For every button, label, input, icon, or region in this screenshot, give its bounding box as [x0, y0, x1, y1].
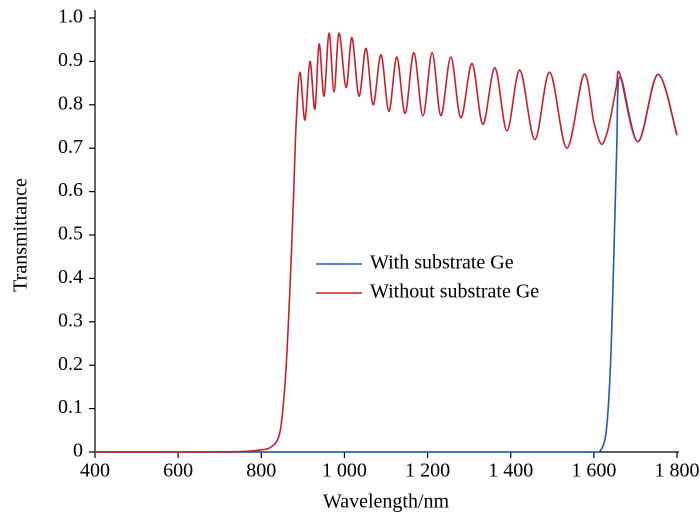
- legend-label: With substrate Ge: [370, 252, 514, 274]
- y-tick-label: 0.3: [58, 309, 83, 331]
- x-tick-label: 1 800: [655, 460, 700, 482]
- x-axis-label: Wavelength/nm: [323, 491, 450, 513]
- y-tick-label: 0.8: [58, 92, 83, 114]
- series-line: [95, 73, 678, 453]
- x-tick-label: 1 200: [405, 460, 450, 482]
- y-tick-label: 0.9: [58, 49, 83, 71]
- x-tick-label: 1 400: [488, 460, 533, 482]
- x-tick-label: 1 600: [571, 460, 616, 482]
- y-tick-label: 0.7: [58, 136, 83, 158]
- y-tick-label: 0: [73, 440, 83, 462]
- series-line: [95, 32, 678, 453]
- plot-area: [95, 32, 678, 453]
- y-tick-label: 0.1: [58, 396, 83, 418]
- x-tick-label: 1 000: [322, 460, 367, 482]
- legend-label: Without substrate Ge: [370, 281, 539, 303]
- y-tick-label: 0.2: [58, 353, 83, 375]
- x-tick-label: 400: [80, 460, 110, 482]
- x-tick-label: 800: [246, 460, 276, 482]
- y-axis-label: Transmittance: [10, 178, 32, 292]
- x-tick-label: 600: [163, 460, 193, 482]
- y-tick-label: 0.4: [58, 266, 83, 288]
- y-tick-label: 1.0: [58, 6, 83, 28]
- y-tick-label: 0.6: [58, 179, 83, 201]
- y-tick-label: 0.5: [58, 223, 83, 245]
